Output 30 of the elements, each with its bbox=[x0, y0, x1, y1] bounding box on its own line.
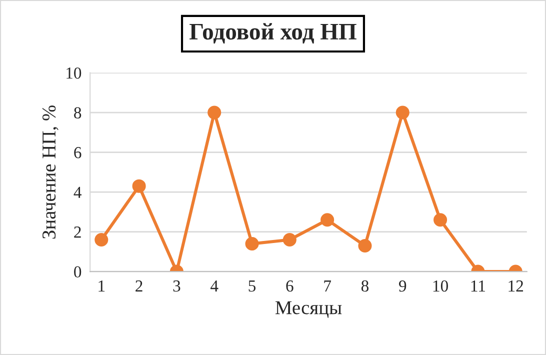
x-tick-label: 11 bbox=[471, 280, 485, 292]
point bbox=[282, 232, 296, 247]
x-tick-label: 8 bbox=[361, 280, 369, 292]
y-axis-title: Значение НП, % bbox=[42, 105, 58, 239]
point bbox=[358, 238, 372, 252]
x-tick-label: 9 bbox=[399, 280, 406, 292]
chart-title: Годовой ход НП bbox=[190, 23, 356, 44]
x-axis-title: Месяцы bbox=[275, 301, 342, 318]
y-tick-label: 8 bbox=[74, 107, 82, 118]
x-tick-label: 12 bbox=[508, 280, 524, 292]
x-tick-label: 10 bbox=[433, 280, 448, 292]
point bbox=[245, 236, 259, 251]
x-tick-label: 3 bbox=[173, 280, 180, 292]
y-tick-label: 0 bbox=[74, 266, 82, 278]
y-tick-label: 4 bbox=[74, 186, 82, 198]
y-tick-label: 10 bbox=[66, 67, 82, 79]
x-tick-label: 5 bbox=[248, 280, 256, 292]
y-tick-label: 6 bbox=[74, 147, 82, 158]
y-tick-label: 2 bbox=[74, 226, 81, 238]
point bbox=[208, 106, 222, 120]
point bbox=[132, 179, 146, 193]
point bbox=[320, 213, 334, 227]
x-tick-label: 4 bbox=[210, 280, 218, 292]
point bbox=[434, 213, 448, 227]
x-tick-label: 2 bbox=[136, 280, 142, 292]
x-tick-label: 7 bbox=[324, 280, 332, 292]
point bbox=[396, 106, 410, 120]
x-tick-label: 6 bbox=[286, 280, 294, 292]
x-tick-label: 1 bbox=[98, 280, 105, 292]
point bbox=[94, 232, 108, 247]
